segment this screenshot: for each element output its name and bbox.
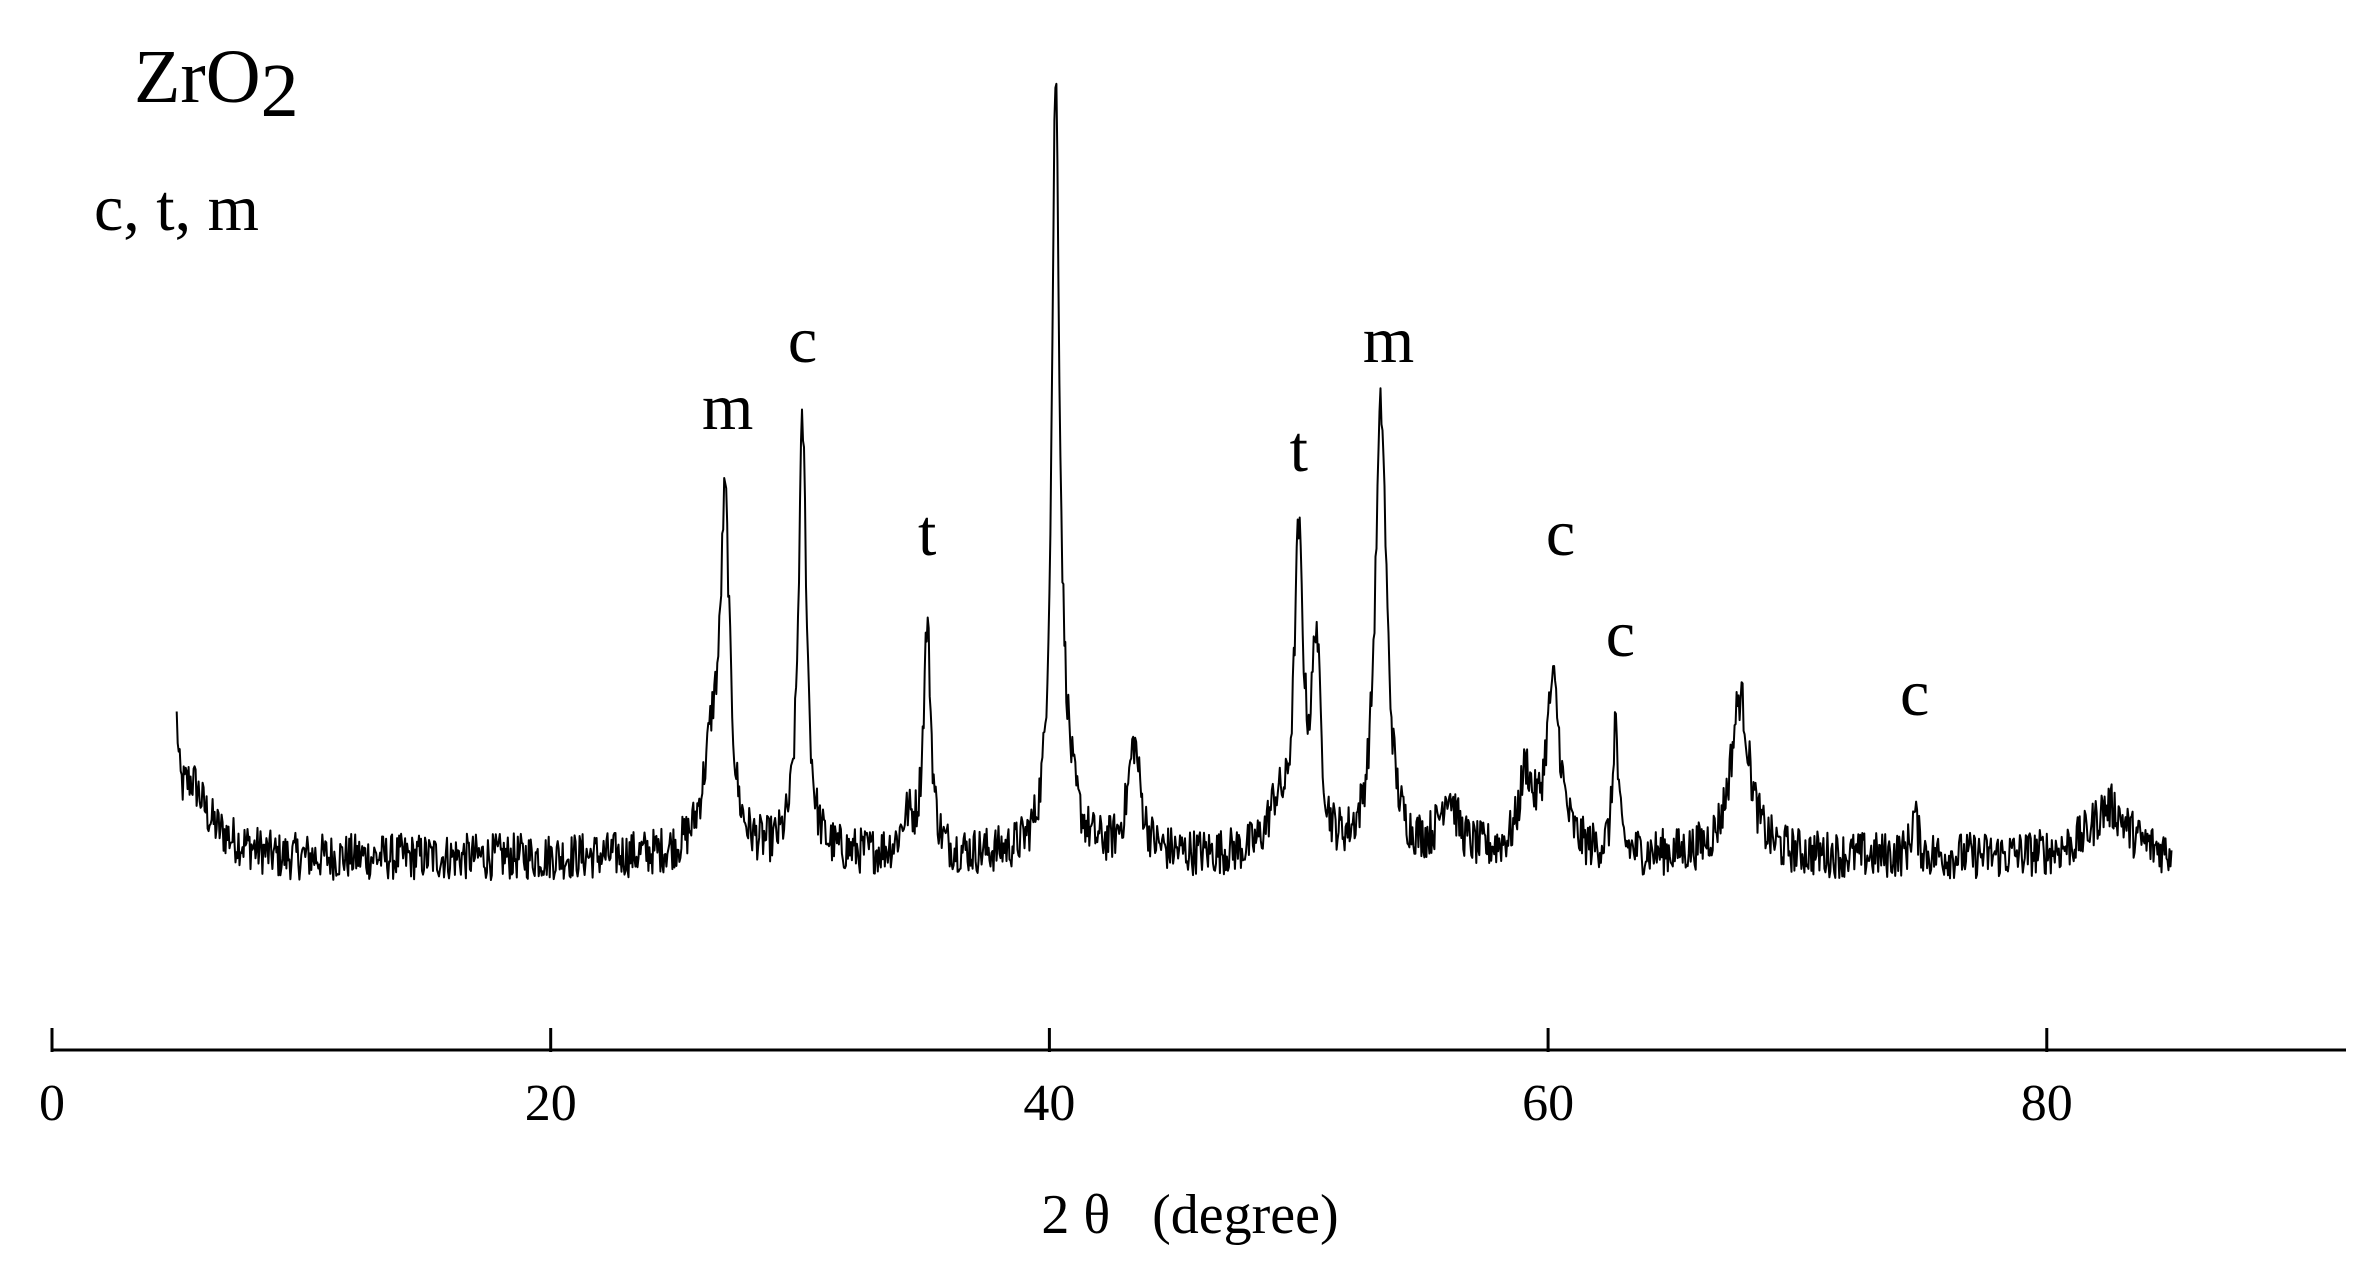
peak-label-1: c xyxy=(788,304,817,377)
chart-title-main: ZrO xyxy=(134,35,261,119)
x-axis-tick-labels: 0 20 40 60 80 xyxy=(39,1075,2073,1132)
peak-label-6: c xyxy=(1546,497,1575,570)
x-tick-label-60: 60 xyxy=(1522,1075,1574,1132)
x-tick-label-20: 20 xyxy=(525,1075,577,1132)
peak-label-4: t xyxy=(1290,413,1308,486)
peak-label-8: c xyxy=(1900,657,1929,730)
peak-label-0: m xyxy=(702,371,753,444)
x-axis-label: 2 θ (degree) xyxy=(1041,1184,1338,1246)
chart-subtitle: c, t, m xyxy=(94,172,259,245)
chart-title-subscript: 2 xyxy=(261,49,299,133)
peak-annotations: mctmtmccc xyxy=(702,304,1929,730)
x-axis-ticks xyxy=(50,1028,2049,1052)
peak-label-7: c xyxy=(1606,598,1635,671)
x-tick-label-0: 0 xyxy=(39,1075,65,1132)
peak-label-5: m xyxy=(1363,304,1414,377)
x-tick-label-80: 80 xyxy=(2021,1075,2073,1132)
xrd-series-line xyxy=(175,82,2173,881)
x-tick-label-40: 40 xyxy=(1023,1075,1075,1132)
peak-label-2: t xyxy=(918,497,936,570)
chart-title: ZrO2 xyxy=(134,35,299,133)
